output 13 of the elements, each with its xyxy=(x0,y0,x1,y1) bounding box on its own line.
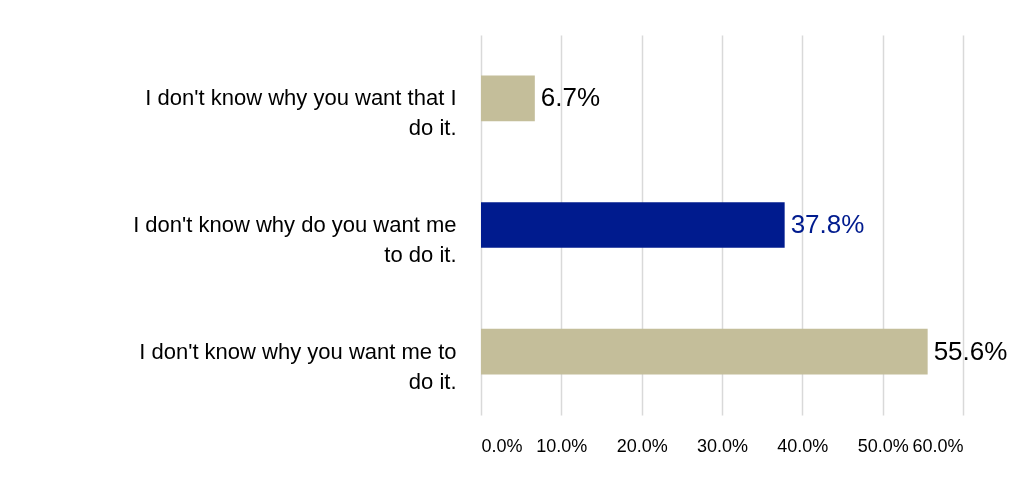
x-tick-label: 0.0% xyxy=(481,435,523,456)
data-label: 6.7% xyxy=(540,82,601,113)
x-tick-label: 30.0% xyxy=(696,435,749,456)
x-tick-label: 50.0% xyxy=(857,435,909,456)
data-label: 37.8% xyxy=(790,209,865,239)
x-tick-label: 60.0% xyxy=(912,435,964,456)
data-label: 55.6% xyxy=(933,335,1008,366)
y-tick-label: I don't know why you want that I do it. xyxy=(145,85,457,141)
x-tick-label: 40.0% xyxy=(777,435,829,456)
y-tick-label: I don't know why do you want me to do it. xyxy=(133,212,457,267)
x-tick-label: 20.0% xyxy=(616,435,668,456)
y-tick-label: I don't know why you want me to do it. xyxy=(139,338,457,394)
x-tick-label: 10.0% xyxy=(536,435,588,456)
